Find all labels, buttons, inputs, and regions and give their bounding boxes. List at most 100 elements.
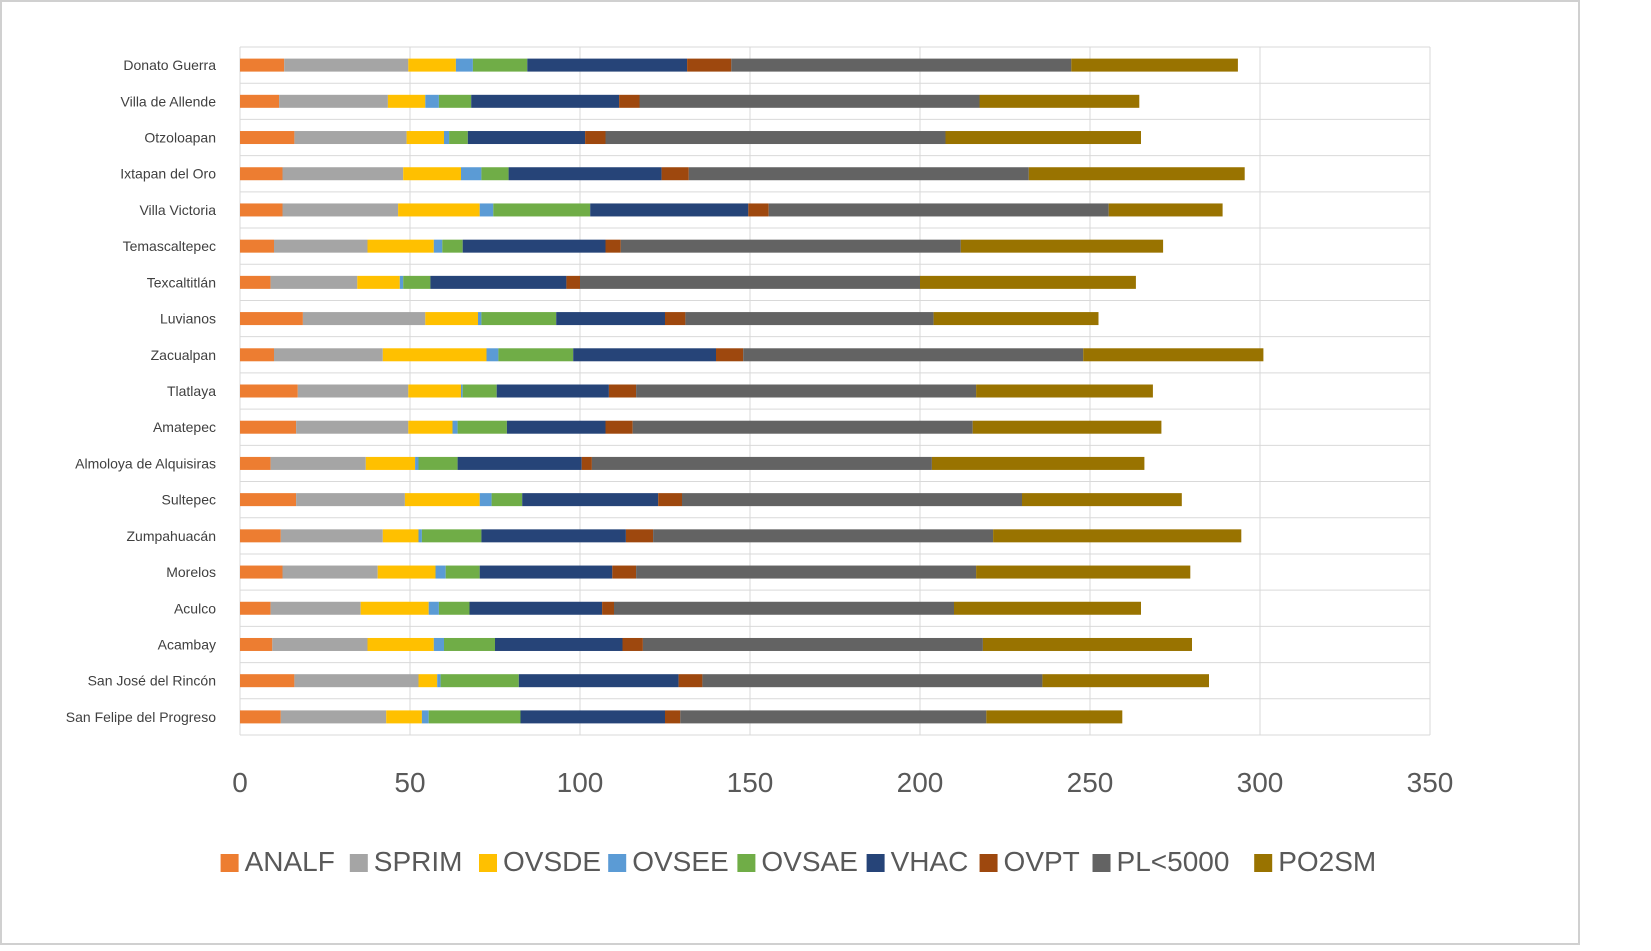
bar-segment <box>365 456 416 470</box>
legend-swatch <box>349 854 368 872</box>
bar-segment <box>636 565 977 579</box>
bar-segment <box>240 456 271 470</box>
bar-segment <box>931 456 1145 470</box>
bar-segment <box>614 601 954 615</box>
bar-segment <box>457 456 582 470</box>
bar-segment <box>415 456 419 470</box>
bar-segment <box>619 94 640 108</box>
bar-segment <box>472 58 528 72</box>
x-tick-label: 0 <box>232 767 248 798</box>
bar-segment <box>403 275 431 289</box>
bar-segment <box>491 493 523 507</box>
bar-segment <box>680 710 987 724</box>
category-label: Luvianos <box>160 311 216 327</box>
bar-segment <box>520 710 665 724</box>
bar-segment <box>462 239 606 253</box>
x-tick-label: 200 <box>897 767 944 798</box>
bar-segment <box>591 456 932 470</box>
bar-segment <box>430 275 567 289</box>
bar-segment <box>602 601 614 615</box>
x-tick-label: 50 <box>394 767 425 798</box>
bar-segment <box>682 493 1022 507</box>
bar-segment <box>481 312 557 326</box>
category-label: Texcaltitlán <box>147 274 216 290</box>
bar-segment <box>506 420 606 434</box>
bar-segment <box>665 312 686 326</box>
legend-label: SPRIM <box>374 846 463 877</box>
bar-segment <box>945 131 1141 145</box>
bar-segment <box>481 167 509 181</box>
bar-segment <box>478 312 482 326</box>
bar-segment <box>495 637 623 651</box>
bar-segment <box>240 565 283 579</box>
bars <box>240 58 1264 724</box>
bar-segment <box>270 601 361 615</box>
bar-segment <box>240 348 274 362</box>
bar-segment <box>279 94 388 108</box>
bar-segment <box>768 203 1109 217</box>
bar-segment <box>270 275 358 289</box>
bar-segment <box>438 601 470 615</box>
bar-segment <box>678 674 703 688</box>
bar-segment <box>522 493 659 507</box>
legend-swatch <box>1092 854 1111 872</box>
legend-label: OVSAE <box>761 846 857 877</box>
bar-segment <box>284 58 409 72</box>
category-label: Tlatlaya <box>167 383 216 399</box>
bar-segment <box>688 167 1029 181</box>
bar-segment <box>566 275 580 289</box>
bar-segment <box>408 384 461 398</box>
legend-swatch <box>220 854 239 872</box>
category-label: San José del Rincón <box>88 673 216 689</box>
bar-segment <box>498 348 574 362</box>
category-label: Zumpahuacán <box>126 528 216 544</box>
x-tick-label: 300 <box>1237 767 1284 798</box>
bar-segment <box>296 493 405 507</box>
category-label: Temascaltepec <box>123 238 216 254</box>
bar-segment <box>687 58 732 72</box>
bar-segment <box>625 529 654 543</box>
legend-swatch <box>737 854 756 872</box>
legend-swatch <box>479 854 497 872</box>
bar-segment <box>280 529 383 543</box>
bar-segment <box>367 637 434 651</box>
bar-segment <box>954 601 1141 615</box>
bar-segment <box>469 601 603 615</box>
bar-segment <box>605 131 946 145</box>
bar-segment <box>467 131 586 145</box>
category-label: Ixtapan del Oro <box>120 166 216 182</box>
bar-segment <box>1071 58 1238 72</box>
bar-segment <box>452 420 458 434</box>
bar-segment <box>748 203 769 217</box>
bar-segment <box>367 239 434 253</box>
bar-segment <box>442 239 463 253</box>
bar-segment <box>302 312 426 326</box>
bar-segment <box>1042 674 1209 688</box>
bar-segment <box>403 167 461 181</box>
legend-swatch <box>608 854 627 872</box>
bar-segment <box>240 529 281 543</box>
bar-segment <box>976 384 1153 398</box>
bar-segment <box>240 710 281 724</box>
bar-segment <box>581 456 592 470</box>
x-tick-labels: 0 50 100 150 200 250 300 350 <box>232 767 1453 798</box>
bar-segment <box>471 94 620 108</box>
bar-segment <box>294 131 407 145</box>
bar-segment <box>399 275 404 289</box>
bar-segment <box>493 203 591 217</box>
bar-segment <box>731 58 1072 72</box>
bar-segment <box>240 58 285 72</box>
legend-label: VHAC <box>891 846 969 877</box>
bar-segment <box>455 58 473 72</box>
bar-segment <box>661 167 689 181</box>
x-tick-label: 250 <box>1067 767 1114 798</box>
bar-segment <box>274 348 383 362</box>
legend-swatch <box>866 854 885 872</box>
bar-segment <box>296 420 409 434</box>
legend-label: OVSDE <box>503 846 601 877</box>
legend-label: PL<5000 <box>1117 846 1230 877</box>
bar-segment <box>449 131 468 145</box>
bar-segment <box>240 203 283 217</box>
bar-segment <box>428 710 521 724</box>
bar-segment <box>428 601 439 615</box>
